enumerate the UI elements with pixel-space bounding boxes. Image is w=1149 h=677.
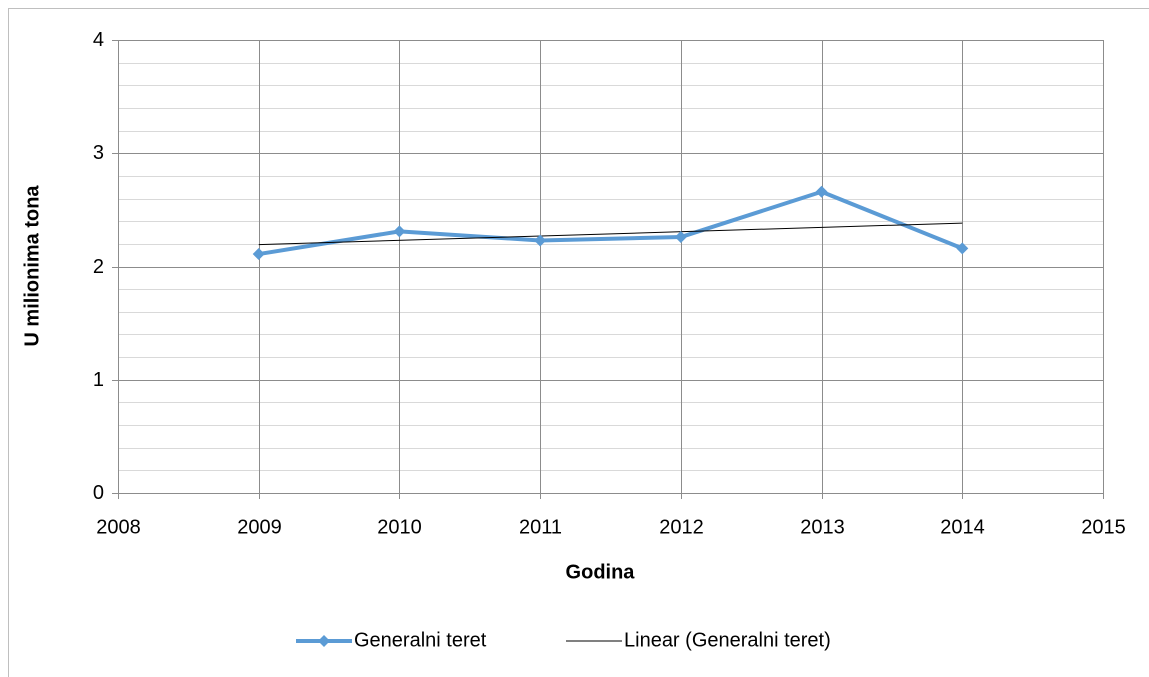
x-tick-label: 2013 xyxy=(800,516,845,538)
marker xyxy=(956,242,969,255)
legend-label: Generalni teret xyxy=(354,629,487,651)
trend-line xyxy=(258,222,963,246)
marker xyxy=(393,225,406,238)
x-tick-label: 2014 xyxy=(940,516,985,538)
x-tick-label: 2015 xyxy=(1081,516,1126,538)
x-tick-label: 2010 xyxy=(377,516,422,538)
chart-border xyxy=(8,8,1149,677)
series-line xyxy=(258,189,964,257)
x-tick-label: 2011 xyxy=(519,516,562,538)
y-tick-label: 3 xyxy=(93,142,104,164)
x-tick-label: 2012 xyxy=(659,516,704,538)
marker xyxy=(815,185,828,198)
marker xyxy=(252,248,265,261)
x-axis-label: Godina xyxy=(566,561,636,583)
x-tick-label: 2009 xyxy=(237,516,282,538)
y-axis-label: U milionima tona xyxy=(21,185,43,347)
marker xyxy=(534,234,547,247)
y-tick-label: 4 xyxy=(93,29,104,51)
y-tick-label: 1 xyxy=(93,369,104,391)
legend-marker xyxy=(318,635,330,647)
marker xyxy=(674,231,687,244)
y-tick-label: 2 xyxy=(93,256,104,278)
legend-label: Linear (Generalni teret) xyxy=(624,629,831,651)
y-tick-label: 0 xyxy=(93,482,104,504)
x-tick-label: 2008 xyxy=(96,516,141,538)
